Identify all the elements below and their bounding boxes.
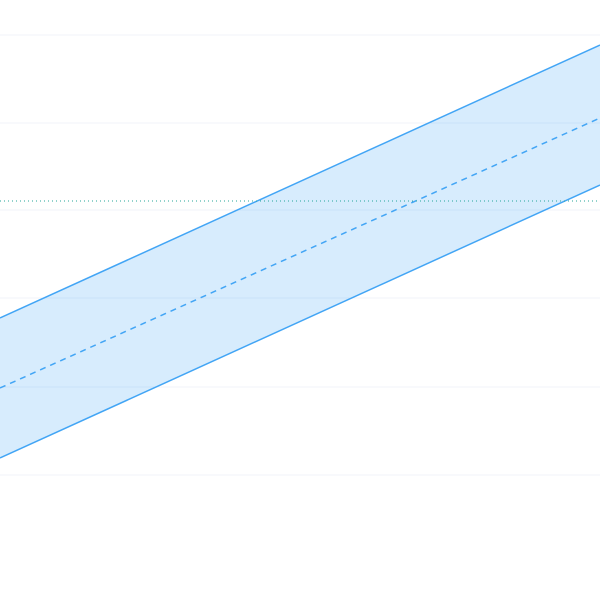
regression-channel <box>0 44 600 459</box>
horizontal-grid <box>0 34 600 476</box>
